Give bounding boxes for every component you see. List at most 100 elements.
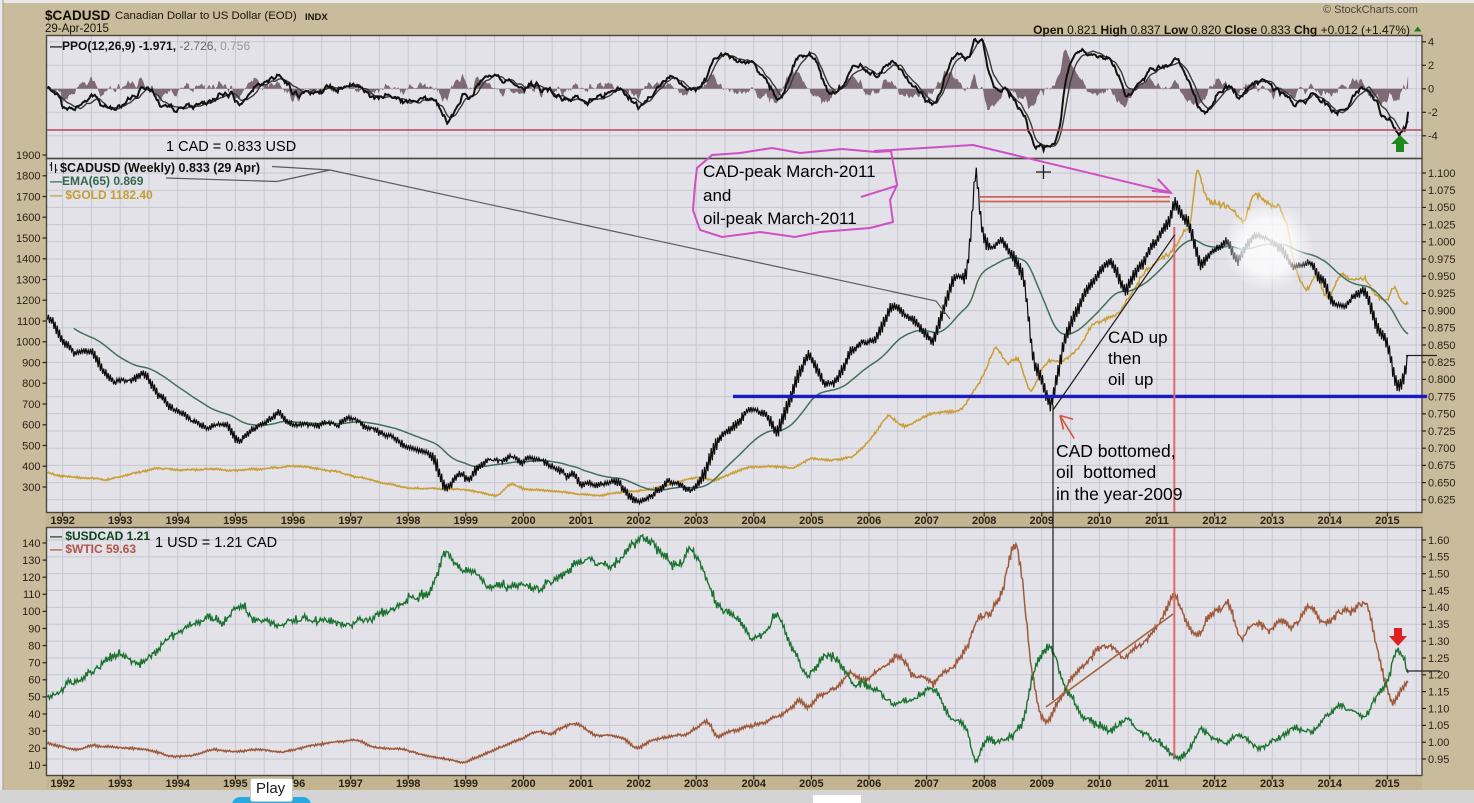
svg-text:2015: 2015	[1375, 778, 1399, 790]
svg-text:50: 50	[28, 692, 40, 704]
svg-text:0.900: 0.900	[1428, 305, 1456, 317]
svg-text:2013: 2013	[1260, 515, 1284, 527]
svg-text:2009: 2009	[1030, 515, 1054, 527]
svg-text:0.625: 0.625	[1428, 495, 1456, 507]
svg-text:0.95: 0.95	[1428, 754, 1449, 766]
svg-text:1000: 1000	[16, 337, 40, 349]
svg-text:1.30: 1.30	[1428, 636, 1449, 648]
svg-text:0.925: 0.925	[1428, 288, 1456, 300]
svg-text:0.875: 0.875	[1428, 323, 1456, 335]
svg-text:1993: 1993	[108, 515, 132, 527]
svg-text:500: 500	[22, 440, 40, 452]
svg-text:2010: 2010	[1087, 778, 1111, 790]
svg-text:1992: 1992	[50, 778, 74, 790]
svg-text:1100: 1100	[17, 316, 41, 328]
svg-text:600: 600	[22, 420, 40, 432]
svg-text:0.950: 0.950	[1428, 271, 1456, 283]
svg-text:2003: 2003	[684, 778, 708, 790]
svg-text:2000: 2000	[511, 515, 535, 527]
svg-text:1997: 1997	[338, 515, 362, 527]
svg-text:0.725: 0.725	[1428, 426, 1456, 438]
svg-text:1996: 1996	[281, 515, 305, 527]
svg-text:2012: 2012	[1202, 778, 1226, 790]
svg-text:0.650: 0.650	[1428, 477, 1456, 489]
svg-text:0.700: 0.700	[1428, 443, 1456, 455]
svg-text:-2: -2	[1428, 107, 1438, 119]
svg-text:2014: 2014	[1318, 778, 1343, 790]
svg-text:2004: 2004	[742, 778, 767, 790]
svg-text:2005: 2005	[799, 515, 823, 527]
svg-text:100: 100	[22, 606, 40, 618]
svg-text:1994: 1994	[166, 778, 191, 790]
svg-text:1.40: 1.40	[1428, 602, 1449, 614]
svg-text:800: 800	[22, 378, 40, 390]
svg-text:2014: 2014	[1318, 515, 1343, 527]
svg-text:40: 40	[28, 709, 40, 721]
svg-text:1.15: 1.15	[1428, 686, 1449, 698]
svg-text:2002: 2002	[626, 515, 650, 527]
svg-text:0: 0	[1428, 84, 1434, 96]
svg-text:10: 10	[28, 760, 40, 772]
svg-text:2008: 2008	[972, 515, 996, 527]
svg-text:1400: 1400	[16, 254, 40, 266]
svg-text:1.025: 1.025	[1428, 219, 1456, 231]
svg-text:2005: 2005	[799, 778, 823, 790]
svg-text:1.50: 1.50	[1428, 569, 1449, 581]
svg-text:2012: 2012	[1202, 515, 1226, 527]
svg-text:0.775: 0.775	[1428, 391, 1456, 403]
svg-text:1992: 1992	[50, 515, 74, 527]
svg-text:2011: 2011	[1145, 778, 1169, 790]
svg-text:0.800: 0.800	[1428, 374, 1456, 386]
svg-text:0.850: 0.850	[1428, 340, 1456, 352]
svg-text:30: 30	[28, 726, 40, 738]
svg-text:120: 120	[22, 572, 40, 584]
svg-text:2006: 2006	[857, 515, 881, 527]
svg-text:4: 4	[1428, 37, 1434, 49]
svg-text:110: 110	[23, 589, 41, 601]
svg-text:300: 300	[22, 482, 40, 494]
svg-text:2011: 2011	[1145, 515, 1169, 527]
svg-text:1.100: 1.100	[1428, 168, 1456, 180]
svg-text:2013: 2013	[1260, 778, 1284, 790]
svg-text:70: 70	[28, 658, 40, 670]
svg-text:1300: 1300	[16, 274, 40, 286]
svg-text:2015: 2015	[1375, 515, 1399, 527]
svg-text:2: 2	[1428, 60, 1434, 72]
svg-text:900: 900	[22, 357, 40, 369]
svg-text:20: 20	[28, 743, 40, 755]
svg-text:1999: 1999	[454, 778, 478, 790]
svg-text:60: 60	[28, 675, 40, 687]
svg-text:2004: 2004	[742, 515, 767, 527]
svg-text:1998: 1998	[396, 778, 420, 790]
svg-text:1.050: 1.050	[1428, 202, 1456, 214]
svg-text:1800: 1800	[16, 171, 40, 183]
svg-text:2003: 2003	[684, 515, 708, 527]
svg-text:0.675: 0.675	[1428, 460, 1456, 472]
svg-text:1.60: 1.60	[1428, 535, 1449, 547]
svg-text:2008: 2008	[972, 778, 996, 790]
svg-text:1.55: 1.55	[1428, 552, 1449, 564]
svg-text:1.000: 1.000	[1428, 237, 1456, 249]
svg-text:700: 700	[22, 399, 40, 411]
svg-text:140: 140	[22, 538, 40, 550]
svg-text:0.750: 0.750	[1428, 409, 1456, 421]
svg-text:2010: 2010	[1087, 515, 1111, 527]
svg-text:80: 80	[28, 640, 40, 652]
svg-text:90: 90	[28, 623, 40, 635]
svg-text:1.35: 1.35	[1428, 619, 1449, 631]
svg-text:2007: 2007	[914, 515, 938, 527]
svg-text:1.05: 1.05	[1428, 720, 1449, 732]
svg-text:2001: 2001	[569, 778, 593, 790]
svg-text:1993: 1993	[108, 778, 132, 790]
svg-text:1700: 1700	[16, 191, 40, 203]
svg-text:1500: 1500	[16, 233, 40, 245]
svg-text:1.20: 1.20	[1428, 670, 1449, 682]
svg-text:1995: 1995	[223, 515, 247, 527]
svg-text:1.45: 1.45	[1428, 585, 1449, 597]
svg-text:2002: 2002	[626, 778, 650, 790]
svg-text:-4: -4	[1428, 131, 1438, 143]
svg-text:2000: 2000	[511, 778, 535, 790]
svg-text:1600: 1600	[16, 212, 40, 224]
svg-text:130: 130	[22, 555, 40, 567]
svg-text:1.10: 1.10	[1428, 703, 1449, 715]
